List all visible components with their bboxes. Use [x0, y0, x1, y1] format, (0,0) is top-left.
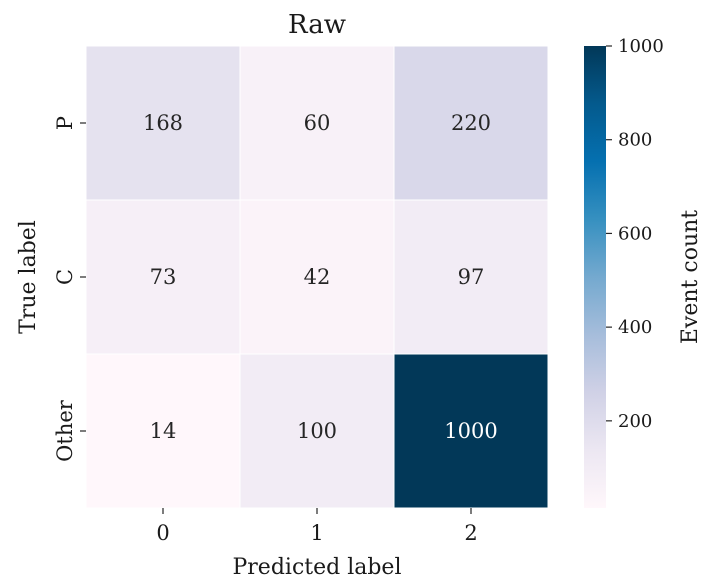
colorbar-ticks: 200 400 600 800 1000	[606, 36, 664, 432]
x-axis-label: Predicted label	[232, 555, 401, 580]
heatmap-cell	[85, 45, 241, 201]
cell-value-label: 220	[451, 111, 491, 135]
colorbar	[584, 46, 606, 508]
colorbar-tick-label: 800	[618, 130, 652, 151]
heatmap-cell-labels: 168 60 220 73 42 97 14 100 1000	[143, 111, 498, 443]
cell-value-label: 14	[150, 419, 177, 443]
cell-value-label: 73	[150, 265, 177, 289]
heatmap-cell	[393, 199, 549, 355]
cell-value-label: 42	[304, 265, 331, 289]
heatmap-cell	[239, 353, 395, 509]
y-tick-label: P	[53, 116, 77, 130]
colorbar-label: Event count	[678, 210, 703, 344]
heatmap-cell	[239, 45, 395, 201]
colorbar-tick-label: 400	[618, 317, 652, 338]
heatmap-cell	[85, 353, 241, 509]
y-tick-label: C	[53, 269, 77, 285]
heatmap-cell	[239, 199, 395, 355]
x-tick-label: 1	[310, 521, 323, 545]
cell-value-label: 100	[297, 419, 337, 443]
colorbar-tick-label: 1000	[618, 36, 664, 57]
x-axis-ticks: 0 1 2	[156, 508, 478, 545]
chart-title: Raw	[288, 10, 346, 40]
heatmap-cell	[85, 199, 241, 355]
x-tick-label: 2	[464, 521, 477, 545]
cell-value-label: 97	[458, 265, 485, 289]
y-axis-label: True label	[16, 220, 41, 334]
y-tick-label: Other	[53, 399, 77, 462]
x-tick-label: 0	[156, 521, 169, 545]
colorbar-tick-label: 600	[618, 223, 652, 244]
y-axis-ticks: P C Other	[53, 116, 86, 462]
heatmap-cells	[85, 45, 549, 509]
colorbar-tick-label: 200	[618, 411, 652, 432]
cell-value-label: 60	[304, 111, 331, 135]
cell-value-label: 168	[143, 111, 183, 135]
heatmap-cell	[393, 45, 549, 201]
cell-value-label: 1000	[444, 419, 497, 443]
